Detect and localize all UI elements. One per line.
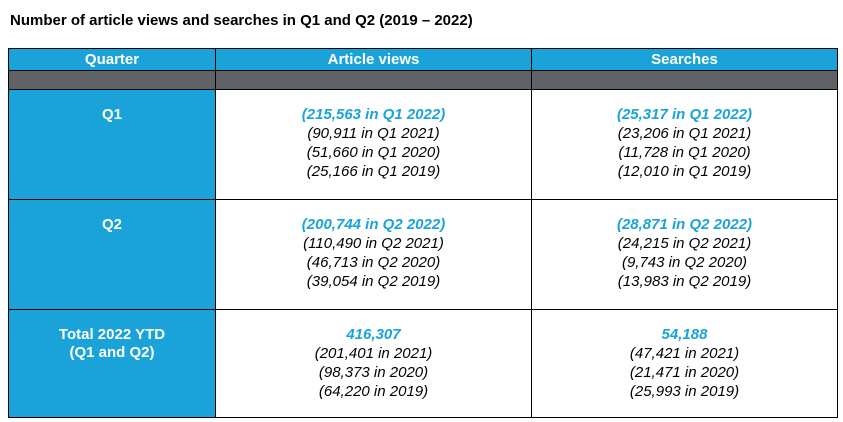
article-views-2020: (98,373 in 2020) [318,364,429,381]
searches-2021: (23,206 in Q1 2021) [617,125,752,142]
header-article-views: Article views [215,48,532,71]
header-quarter: Quarter [8,48,216,71]
article-views-total-2022: 416,307 [346,326,401,343]
article-views-2021: (201,401 in 2021) [314,345,433,362]
subheader-cell [215,70,532,90]
searches-2019: (12,010 in Q1 2019) [617,163,752,180]
article-views-2020: (46,713 in Q2 2020) [306,254,441,271]
total-label: Total 2022 YTD (Q1 and Q2) [9,310,215,362]
article-views-2019: (39,054 in Q2 2019) [306,273,441,290]
article-views-2021: (90,911 in Q1 2021) [307,125,440,142]
quarter-cell: Total 2022 YTD (Q1 and Q2) [8,309,216,418]
searches-2021: (47,421 in 2021) [629,345,740,362]
page-title: Number of article views and searches in … [10,12,473,29]
table-row: Q1 (215,563 in Q1 2022) (90,911 in Q1 20… [8,89,838,200]
searches-cell: 54,188 (47,421 in 2021) (21,471 in 2020)… [531,309,838,418]
total-label-line1: Total 2022 YTD [58,326,166,343]
searches-2022: (28,871 in Q2 2022) [616,216,753,233]
quarter-label: Q2 [101,216,122,233]
table-row: Q2 (200,744 in Q2 2022) (110,490 in Q2 2… [8,199,838,310]
searches-2021: (24,215 in Q2 2021) [617,235,752,252]
article-views-cell: 416,307 (201,401 in 2021) (98,373 in 202… [215,309,532,418]
table-row-total: Total 2022 YTD (Q1 and Q2) 416,307 (201,… [8,309,838,418]
searches-cell: (28,871 in Q2 2022) (24,215 in Q2 2021) … [531,199,838,310]
article-views-2022: (200,744 in Q2 2022) [301,216,446,233]
header-searches: Searches [531,48,838,71]
searches-2019: (25,993 in 2019) [629,383,740,400]
searches-2020: (9,743 in Q2 2020) [621,254,748,271]
article-views-2021: (110,490 in Q2 2021) [303,235,444,252]
stats-table: Quarter Article views Searches Q1 (215,5… [8,48,838,418]
searches-2022: (25,317 in Q1 2022) [616,106,753,123]
searches-2019: (13,983 in Q2 2019) [617,273,752,290]
subheader-cell [8,70,216,90]
subheader-row [8,70,838,90]
total-label-line2: (Q1 and Q2) [69,344,155,361]
article-views-cell: (215,563 in Q1 2022) (90,911 in Q1 2021)… [215,89,532,200]
quarter-cell: Q1 [8,89,216,200]
article-views-2022: (215,563 in Q1 2022) [301,106,446,123]
article-views-2020: (51,660 in Q1 2020) [306,144,441,161]
subheader-cell [531,70,838,90]
searches-total-2022: 54,188 [661,326,708,343]
header-row: Quarter Article views Searches [8,48,838,71]
searches-cell: (25,317 in Q1 2022) (23,206 in Q1 2021) … [531,89,838,200]
article-views-cell: (200,744 in Q2 2022) (110,490 in Q2 2021… [215,199,532,310]
searches-2020: (11,728 in Q1 2020) [618,144,751,161]
article-views-2019: (64,220 in 2019) [318,383,429,400]
quarter-cell: Q2 [8,199,216,310]
quarter-label: Q1 [101,106,122,123]
article-views-2019: (25,166 in Q1 2019) [306,163,441,180]
searches-2020: (21,471 in 2020) [629,364,740,381]
